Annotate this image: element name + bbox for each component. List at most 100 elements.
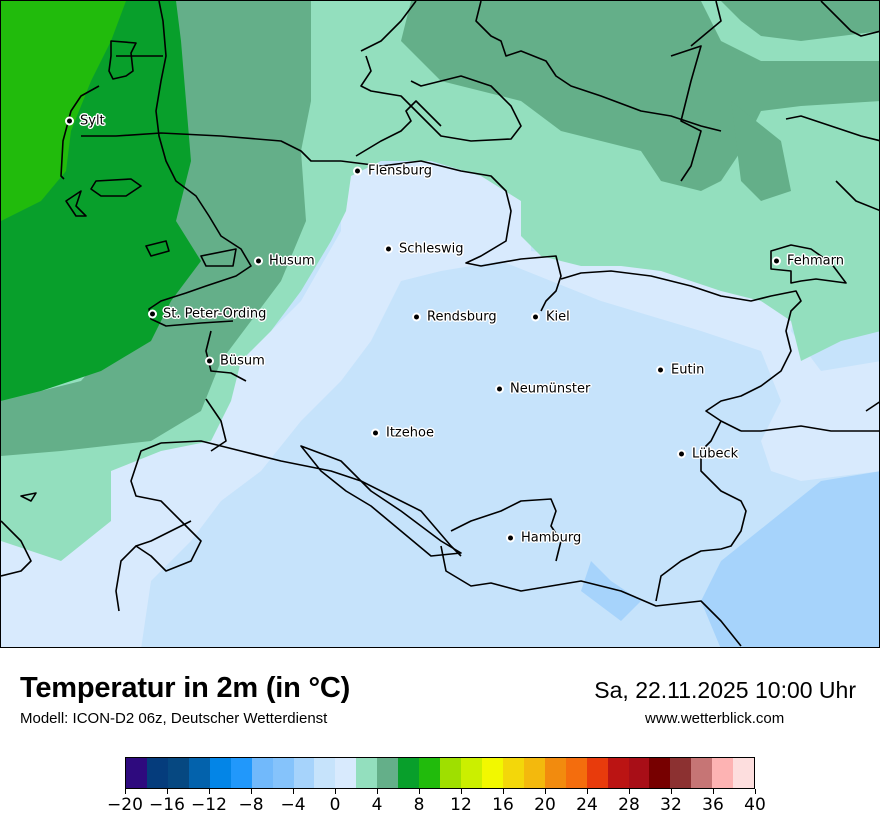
colorbar-tick-label: 40	[744, 795, 766, 815]
valid-datetime: Sa, 22.11.2025 10:00 Uhr	[594, 677, 856, 703]
colorbar-tick	[460, 789, 462, 794]
colorbar-segment	[544, 758, 566, 788]
colorbar-tick	[208, 789, 210, 794]
map-title: Temperatur in 2m (in °C)	[20, 672, 351, 704]
colorbar-tick-label: −12	[191, 795, 227, 815]
colorbar-tick-label: 28	[618, 795, 640, 815]
city-marker-icon	[355, 168, 360, 174]
colorbar-tick	[586, 789, 588, 794]
colorbar-tick-label: −8	[238, 795, 264, 815]
colorbar-tick	[292, 789, 294, 794]
colorbar-segment	[188, 758, 210, 788]
colorbar-legend	[125, 757, 755, 789]
city-marker-icon	[658, 367, 663, 373]
colorbar-tick-label: 32	[660, 795, 682, 815]
region-4-6	[1, 1, 311, 456]
colorbar-tick	[628, 789, 630, 794]
city-marker-icon	[533, 314, 538, 320]
colorbar-segment	[523, 758, 545, 788]
colorbar-tick	[166, 789, 168, 794]
city-marker-icon	[386, 246, 391, 252]
colorbar-tick-label: 0	[329, 795, 341, 815]
colorbar-segment	[649, 758, 671, 788]
city-sylt[interactable]: Sylt	[67, 114, 105, 129]
colorbar-tick	[754, 789, 756, 794]
colorbar-segment	[586, 758, 608, 788]
city-husum[interactable]: Husum	[256, 254, 315, 269]
colorbar-segment	[272, 758, 294, 788]
colorbar-segment	[356, 758, 378, 788]
region-8-10	[1, 1, 126, 221]
colorbar-tick-label: 8	[413, 795, 425, 815]
city-schleswig[interactable]: Schleswig	[386, 242, 464, 257]
colorbar-tick-label: 4	[371, 795, 383, 815]
colorbar-tick-label: 24	[576, 795, 598, 815]
region-0-2	[1, 161, 879, 647]
city-marker-icon	[679, 451, 684, 457]
colorbar-tick	[670, 789, 672, 794]
colorbar-tick	[334, 789, 336, 794]
temperature-map[interactable]: Sylt Flensburg Schleswig Husum Fehmarn S…	[0, 0, 880, 648]
city-buesum[interactable]: Büsum	[207, 354, 265, 369]
city-marker-icon	[774, 258, 779, 264]
city-marker-icon	[373, 430, 378, 436]
colorbar-tick-label: 12	[450, 795, 472, 815]
colorbar-segment	[167, 758, 189, 788]
colorbar-tick	[418, 789, 420, 794]
model-info: Modell: ICON-D2 06z, Deutscher Wetterdie…	[20, 710, 328, 727]
city-hamburg[interactable]: Hamburg	[508, 531, 581, 546]
colorbar-segment	[607, 758, 629, 788]
colorbar-segment	[712, 758, 734, 788]
colorbar-tick	[376, 789, 378, 794]
colorbar-tick-label: 16	[492, 795, 514, 815]
colorbar-tick	[502, 789, 504, 794]
city-luebeck[interactable]: Lübeck	[679, 447, 738, 462]
city-rendsburg[interactable]: Rendsburg	[414, 310, 497, 325]
city-marker-icon	[207, 358, 212, 364]
city-marker-icon	[150, 311, 155, 317]
colorbar-segment	[146, 758, 168, 788]
city-marker-icon	[508, 535, 513, 541]
colorbar-segment	[440, 758, 461, 788]
colorbar-tick-label: −20	[107, 795, 143, 815]
colorbar-segment	[628, 758, 650, 788]
colorbar-segment	[670, 758, 692, 788]
colorbar-tick-label: −4	[280, 795, 306, 815]
colorbar-segment	[293, 758, 315, 788]
map-canvas	[1, 1, 879, 647]
colorbar-segment	[733, 758, 755, 788]
colorbar-segment	[377, 758, 399, 788]
city-marker-icon	[256, 258, 261, 264]
colorbar-segment	[419, 758, 441, 788]
region-minus4-minus2	[701, 471, 879, 647]
colorbar-segment	[398, 758, 420, 788]
city-neumuenster[interactable]: Neumünster	[497, 382, 590, 397]
colorbar-segment	[691, 758, 713, 788]
city-itzehoe[interactable]: Itzehoe	[373, 426, 434, 441]
colorbar-segment	[251, 758, 273, 788]
colorbar-segment	[481, 758, 503, 788]
city-kiel[interactable]: Kiel	[533, 310, 570, 325]
city-eutin[interactable]: Eutin	[658, 363, 704, 378]
city-marker-icon	[67, 118, 72, 124]
colorbar-segment	[209, 758, 231, 788]
colorbar-tick	[712, 789, 714, 794]
colorbar-segment	[126, 758, 147, 788]
colorbar-segment	[502, 758, 524, 788]
website-link[interactable]: www.wetterblick.com	[645, 710, 785, 727]
colorbar-segment	[335, 758, 357, 788]
city-st-peter-ording[interactable]: St. Peter-Ording	[150, 307, 266, 322]
colorbar-segment	[461, 758, 482, 788]
colorbar-segment	[565, 758, 587, 788]
colorbar-segment	[314, 758, 336, 788]
colorbar-segment	[230, 758, 252, 788]
colorbar-tick-label: 20	[534, 795, 556, 815]
city-fehmarn[interactable]: Fehmarn	[774, 254, 844, 269]
city-marker-icon	[497, 386, 502, 392]
city-flensburg[interactable]: Flensburg	[355, 164, 432, 179]
colorbar-tick-label: 36	[702, 795, 724, 815]
colorbar-ticks: −20 −16 −12 −8 −4 0 4 8 12 16 20 24 28 32 36 40	[107, 789, 766, 829]
colorbar-tick	[124, 789, 126, 794]
colorbar-tick-label: −16	[149, 795, 185, 815]
city-marker-icon	[414, 314, 419, 320]
